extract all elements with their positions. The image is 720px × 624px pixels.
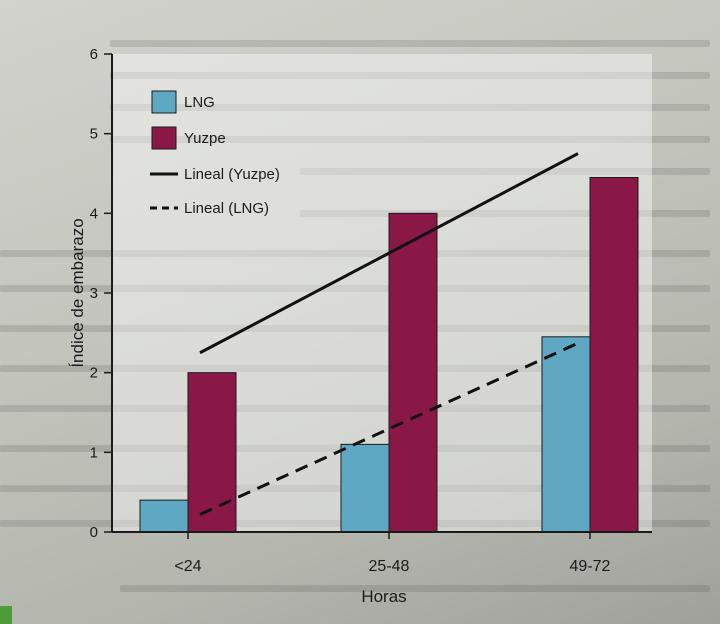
background-text-line bbox=[110, 104, 710, 111]
background-text-line bbox=[110, 136, 710, 143]
x-axis-title: Horas bbox=[361, 587, 406, 606]
yuzpe-bar-1 bbox=[388, 212, 438, 533]
yuzpe-bar-0 bbox=[187, 372, 237, 533]
lng-bar-1 bbox=[340, 443, 390, 533]
background-text-line bbox=[110, 72, 710, 79]
background-text-line bbox=[0, 325, 710, 332]
lng-bar-0 bbox=[139, 499, 189, 533]
background-text-line bbox=[0, 250, 710, 257]
yuzpe-bar-2 bbox=[589, 176, 639, 533]
legend: LNG Yuzpe Lineal (Yuzpe) Lineal (LNG) bbox=[150, 90, 280, 217]
x-category-label: <24 bbox=[174, 558, 201, 575]
figure-caption-marker bbox=[0, 606, 12, 624]
y-tick-label: 4 bbox=[90, 205, 98, 222]
legend-lineal-lng-label: Lineal (LNG) bbox=[184, 200, 269, 217]
background-text-line bbox=[300, 168, 710, 175]
y-tick-label: 5 bbox=[90, 126, 98, 143]
background-text-line bbox=[110, 40, 710, 47]
y-tick-label: 6 bbox=[90, 46, 98, 63]
background-text-line bbox=[120, 585, 710, 592]
y-tick-label: 1 bbox=[90, 444, 98, 461]
y-tick-label: 2 bbox=[90, 365, 98, 382]
background-text-line bbox=[300, 210, 710, 217]
legend-yuzpe-label: Yuzpe bbox=[184, 130, 226, 147]
background-text-line bbox=[0, 365, 710, 372]
y-tick-label: 3 bbox=[90, 285, 98, 302]
x-category-label: 49-72 bbox=[570, 558, 611, 575]
legend-yuzpe-swatch bbox=[151, 126, 177, 150]
trendline-lng bbox=[199, 341, 579, 516]
legend-lng-label: LNG bbox=[184, 94, 215, 111]
legend-lineal-yuzpe-label: Lineal (Yuzpe) bbox=[184, 166, 280, 183]
background-text-line bbox=[0, 285, 710, 292]
lng-bar-2 bbox=[541, 336, 591, 533]
x-category-label: 25-48 bbox=[369, 558, 410, 575]
y-tick-label: 0 bbox=[90, 524, 98, 541]
background-text-line bbox=[0, 405, 710, 412]
legend-lng-swatch bbox=[151, 90, 177, 114]
trendline-yuzpe bbox=[199, 152, 579, 355]
y-axis-title: Índice de embarazo bbox=[68, 218, 87, 367]
